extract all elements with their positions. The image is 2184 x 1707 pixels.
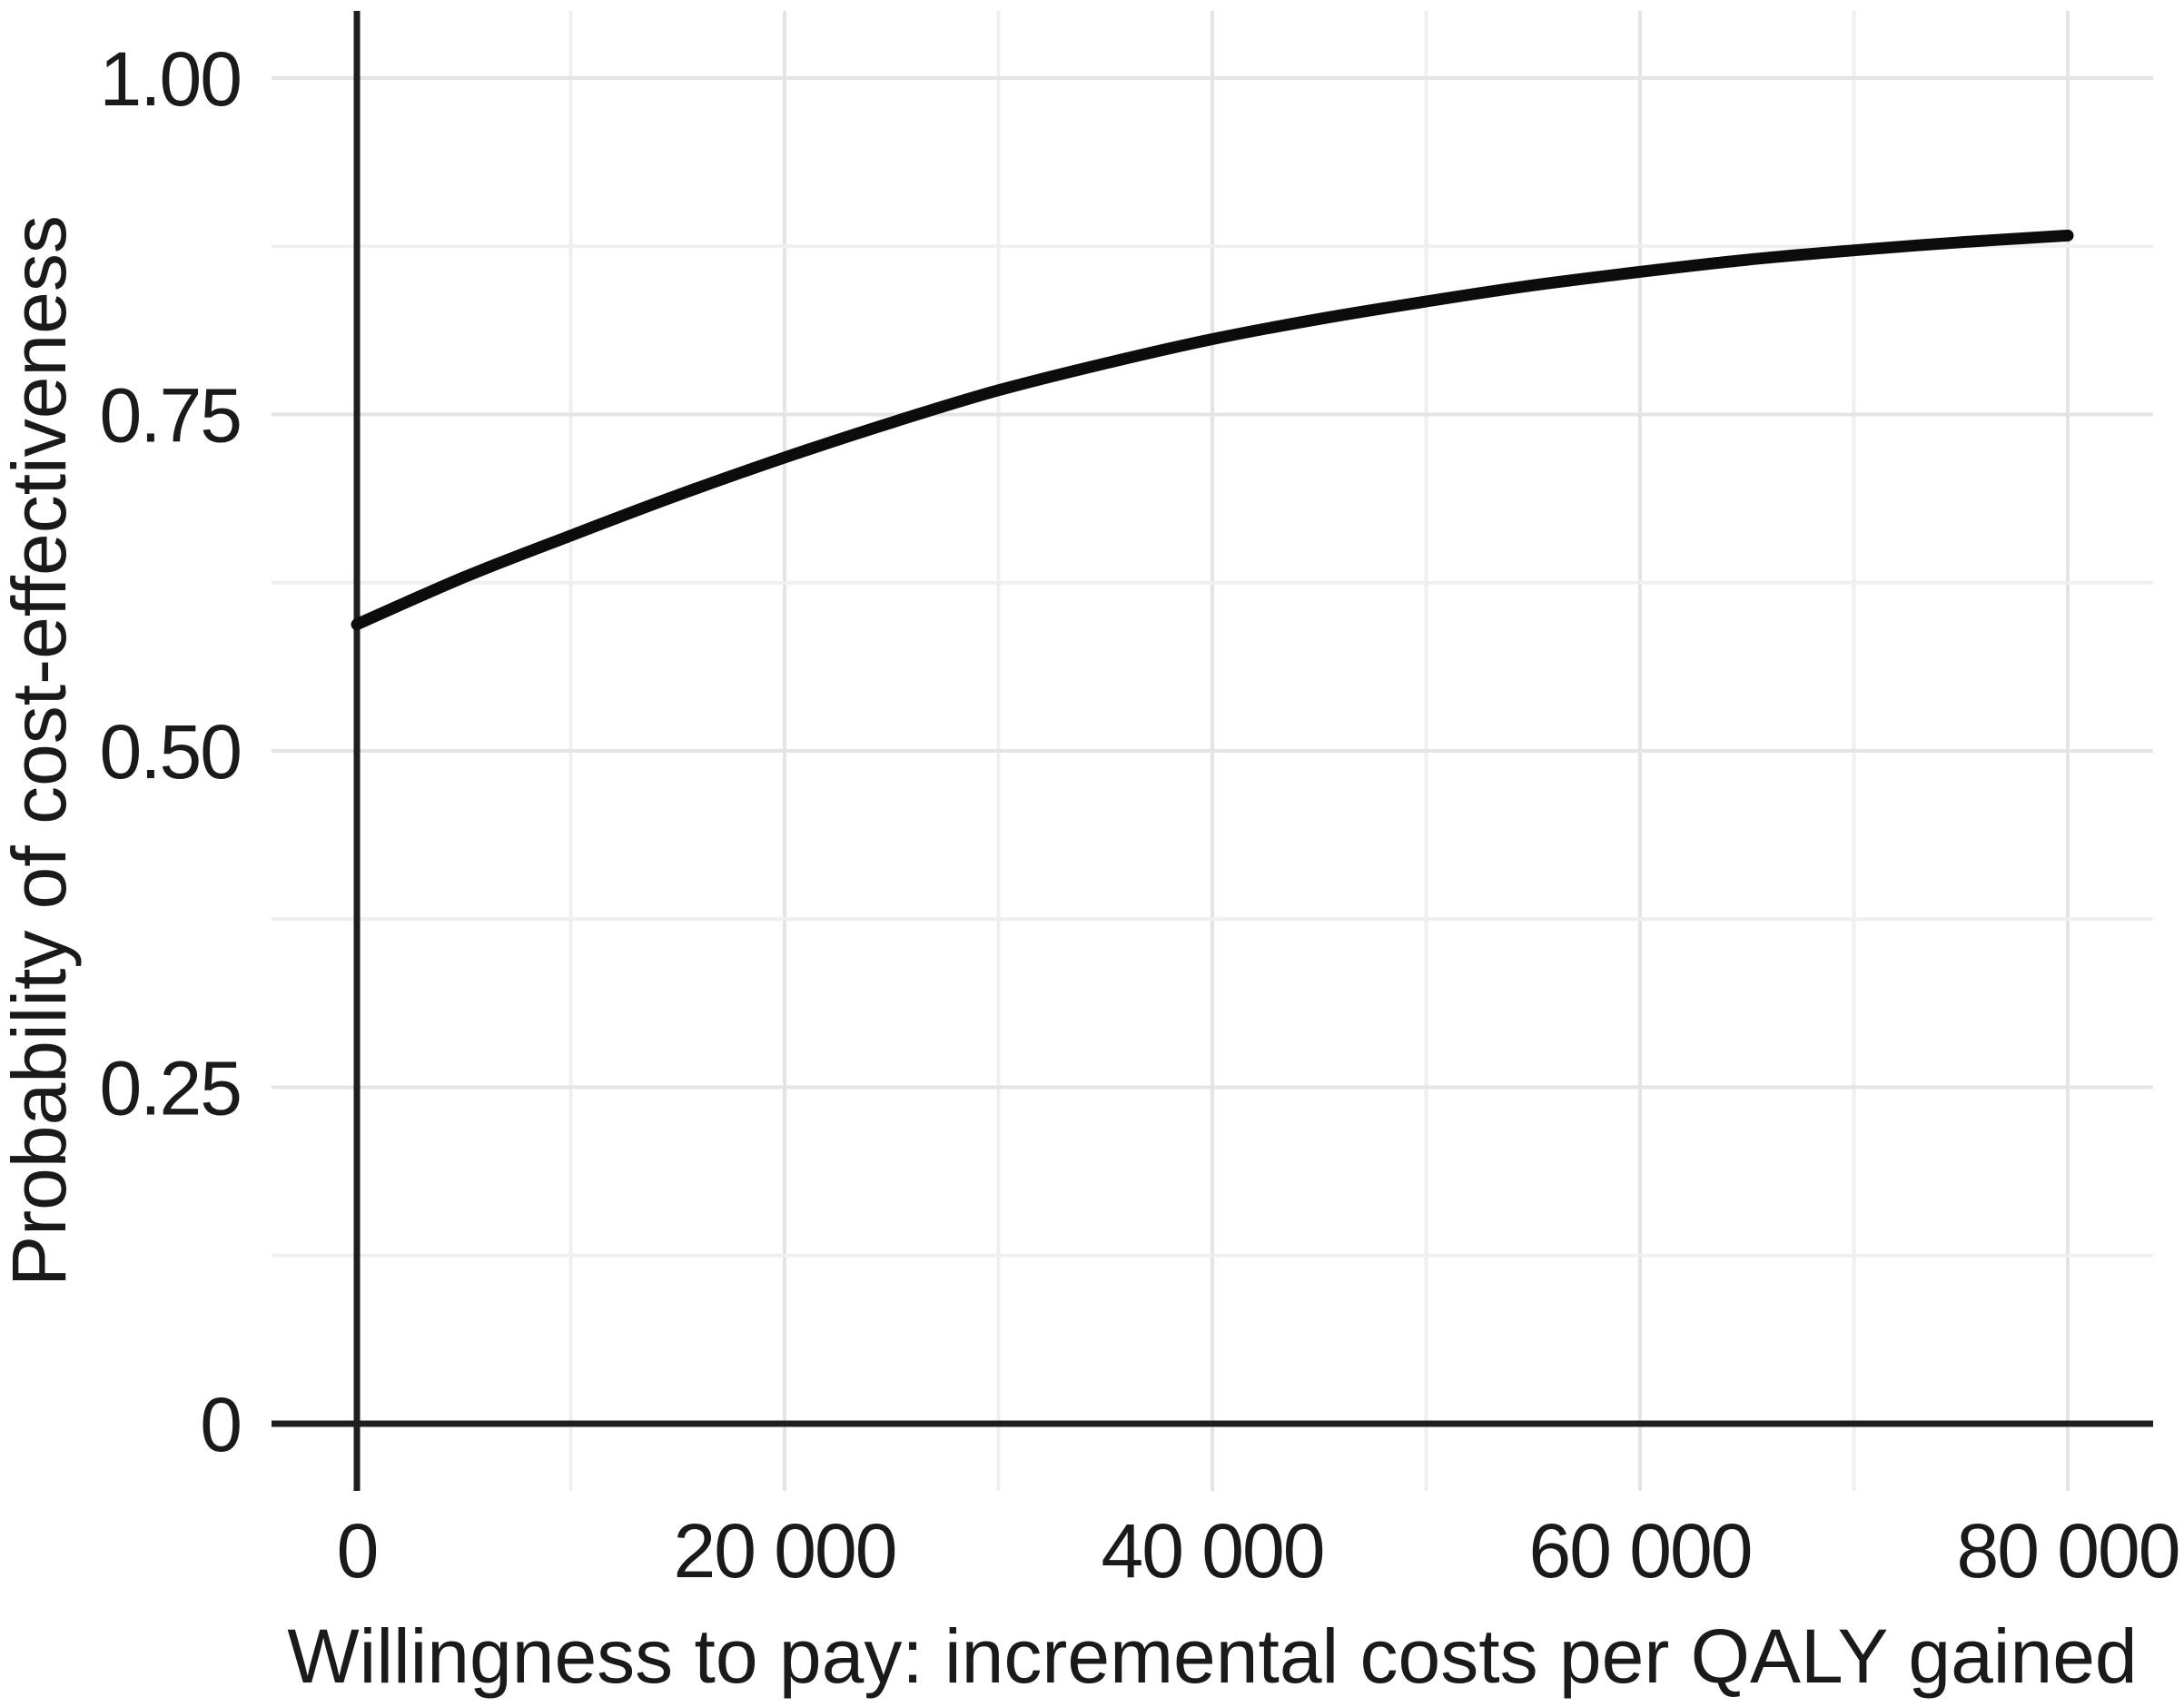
gridlines [272, 11, 2153, 1491]
x-tick-label: 60 000 [1529, 1508, 1752, 1594]
x-tick-label: 40 000 [1102, 1508, 1324, 1594]
x-tick-label: 80 000 [1957, 1508, 2179, 1594]
x-tick-label: 20 000 [674, 1508, 896, 1594]
ceac-curve [351, 229, 2074, 631]
x-tick-labels: 0 20 000 40 000 60 000 80 000 [337, 1508, 2181, 1594]
x-tick-label: 0 [337, 1508, 378, 1594]
y-tick-label: 1.00 [100, 36, 242, 122]
y-tick-label: 0.50 [100, 709, 242, 794]
y-axis-title: Probability of cost-effectiveness [0, 215, 82, 1287]
x-axis-title: Willingness to pay: incremental costs pe… [287, 1613, 2137, 1699]
ceac-curve-path [351, 229, 2074, 631]
y-tick-label: 0.25 [100, 1046, 242, 1131]
y-tick-labels: 0 0.25 0.50 0.75 1.00 [100, 36, 243, 1467]
zero-axis-lines [272, 11, 2153, 1491]
y-tick-label: 0 [200, 1382, 241, 1467]
y-tick-label: 0.75 [100, 373, 242, 459]
